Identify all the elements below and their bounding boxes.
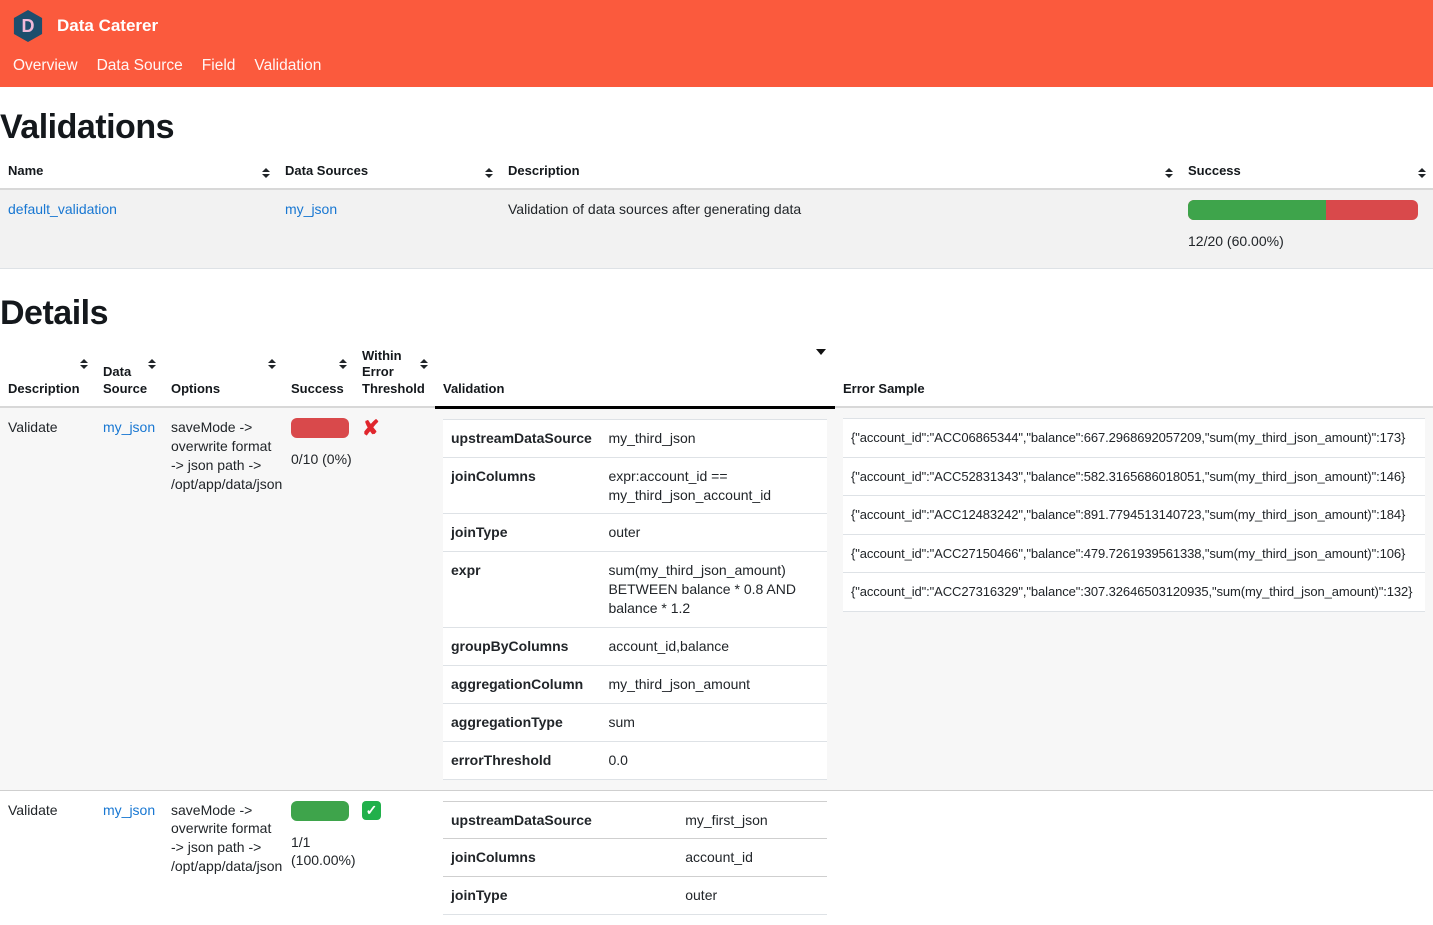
data-source-link[interactable]: my_json	[285, 200, 338, 217]
detail-data-source-cell: my_json	[95, 407, 163, 790]
kv-row: upstreamDataSource my_third_json	[443, 418, 827, 458]
detail-description-cell: Validate	[0, 789, 95, 925]
error-sample-table: {"account_id":"ACC06865344","balance":66…	[843, 418, 1425, 612]
sort-icon	[148, 359, 156, 369]
kv-row: joinColumns expr:account_id == my_third_…	[443, 456, 827, 514]
details-header-row: Description Data Source Options Success …	[0, 341, 1433, 409]
detail-row: Validate my_json saveMode -> overwrite f…	[0, 407, 1433, 791]
error-sample-row: {"account_id":"ACC12483242","balance":89…	[843, 495, 1425, 535]
check-icon: ✓	[362, 800, 381, 820]
column-header-validation[interactable]: Validation	[435, 341, 835, 409]
cross-icon: ✘	[362, 417, 380, 441]
success-progress-fill	[291, 800, 349, 821]
success-progress-bar	[1188, 199, 1418, 220]
validations-header-row: Name Data Sources Description Success	[0, 157, 1433, 190]
error-sample-row: {"account_id":"ACC27150466","balance":47…	[843, 533, 1425, 574]
brand: D Data Caterer	[12, 10, 1421, 42]
validations-table: Name Data Sources Description Success de…	[0, 157, 1433, 270]
column-header-data-source[interactable]: Data Source	[95, 341, 163, 409]
detail-threshold-cell: ✓	[354, 789, 435, 925]
detail-validation-cell: upstreamDataSource my_third_json joinCol…	[435, 407, 835, 790]
column-header-success[interactable]: Success	[1180, 157, 1433, 190]
detail-error-sample-cell	[835, 789, 1433, 925]
sort-icon	[420, 359, 428, 369]
success-ratio-text: 0/10 (0%)	[291, 451, 352, 468]
detail-error-sample-cell: {"account_id":"ACC06865344","balance":66…	[835, 407, 1433, 790]
detail-success-cell: 1/1 (100.00%)	[283, 789, 356, 925]
sort-icon	[268, 359, 276, 369]
nav-link-validation[interactable]: Validation	[254, 57, 322, 74]
kv-row: upstreamDataSource my_first_json	[443, 800, 827, 839]
column-header-description[interactable]: Description	[0, 341, 95, 409]
success-ratio-text: 1/1 (100.00%)	[291, 833, 356, 869]
nav-link-field[interactable]: Field	[201, 57, 236, 74]
validation-kv-table: upstreamDataSource my_first_json joinCol…	[443, 800, 827, 916]
detail-row: Validate my_json saveMode -> overwrite f…	[0, 789, 1433, 925]
kv-row: expr sum(my_third_json_amount) BETWEEN b…	[443, 551, 827, 628]
kv-row: joinType outer	[443, 876, 827, 916]
sort-icon	[339, 359, 347, 369]
sort-icon	[262, 168, 270, 178]
details-table: Description Data Source Options Success …	[0, 341, 1433, 925]
details-title: Details	[0, 294, 109, 333]
validation-description-cell: Validation of data sources after generat…	[500, 188, 1180, 270]
column-header-within-error-threshold[interactable]: Within Error Threshold	[354, 341, 435, 409]
error-sample-row: {"account_id":"ACC27316329","balance":30…	[843, 572, 1425, 612]
success-progress-fill	[1188, 199, 1326, 220]
kv-row: groupByColumns account_id,balance	[443, 626, 827, 666]
kv-row: errorThreshold 0.0	[443, 740, 827, 780]
validation-success-cell: 12/20 (60.00%)	[1180, 188, 1433, 270]
validation-data-sources-cell: my_json	[277, 188, 500, 270]
column-header-success[interactable]: Success	[283, 341, 354, 409]
validation-kv-table: upstreamDataSource my_third_json joinCol…	[443, 418, 827, 780]
data-source-link[interactable]: my_json	[103, 419, 156, 436]
kv-row: joinColumns account_id	[443, 838, 827, 877]
sort-icon	[1165, 168, 1173, 178]
column-header-name[interactable]: Name	[0, 157, 277, 190]
app-logo-icon: D	[13, 10, 43, 42]
sort-icon	[485, 168, 493, 178]
detail-validation-cell: upstreamDataSource my_first_json joinCol…	[435, 789, 835, 925]
column-header-error-sample: Error Sample	[835, 341, 1433, 409]
sort-icon	[80, 359, 88, 369]
nav-link-overview[interactable]: Overview	[13, 57, 78, 74]
sort-icon	[1418, 168, 1426, 178]
data-source-link[interactable]: my_json	[103, 801, 156, 818]
success-progress-bar	[291, 418, 349, 439]
validations-title: Validations	[0, 108, 175, 146]
success-progress-bar	[291, 800, 349, 821]
detail-success-cell: 0/10 (0%)	[283, 407, 354, 790]
column-header-description[interactable]: Description	[500, 157, 1180, 190]
kv-row: aggregationType sum	[443, 702, 827, 742]
kv-row: joinType outer	[443, 513, 827, 552]
success-ratio-text: 12/20 (60.00%)	[1188, 232, 1284, 249]
nav-link-data-source[interactable]: Data Source	[96, 57, 183, 74]
detail-data-source-cell: my_json	[95, 789, 163, 925]
detail-threshold-cell: ✘	[354, 407, 435, 790]
caret-down-icon	[816, 348, 826, 355]
column-header-options[interactable]: Options	[163, 341, 283, 409]
app-title: Data Caterer	[57, 16, 159, 35]
validation-name-cell: default_validation	[0, 188, 277, 270]
detail-description-cell: Validate	[8, 419, 58, 436]
navbar: D Data Caterer Overview Data Source Fiel…	[0, 0, 1433, 87]
kv-row: aggregationColumn my_third_json_amount	[443, 664, 827, 704]
validation-name-link[interactable]: default_validation	[8, 200, 117, 217]
detail-options-cell: saveMode -> overwrite format -> json pat…	[163, 789, 283, 925]
validation-summary-row: default_validation my_json Validation of…	[0, 188, 1433, 270]
nav-links: Overview Data Source Field Validation	[12, 57, 1421, 75]
detail-options-cell: saveMode -> overwrite format -> json pat…	[171, 419, 283, 492]
error-sample-row: {"account_id":"ACC06865344","balance":66…	[843, 418, 1425, 458]
error-sample-row: {"account_id":"ACC52831343","balance":58…	[843, 456, 1425, 497]
column-header-data-sources[interactable]: Data Sources	[277, 157, 500, 190]
